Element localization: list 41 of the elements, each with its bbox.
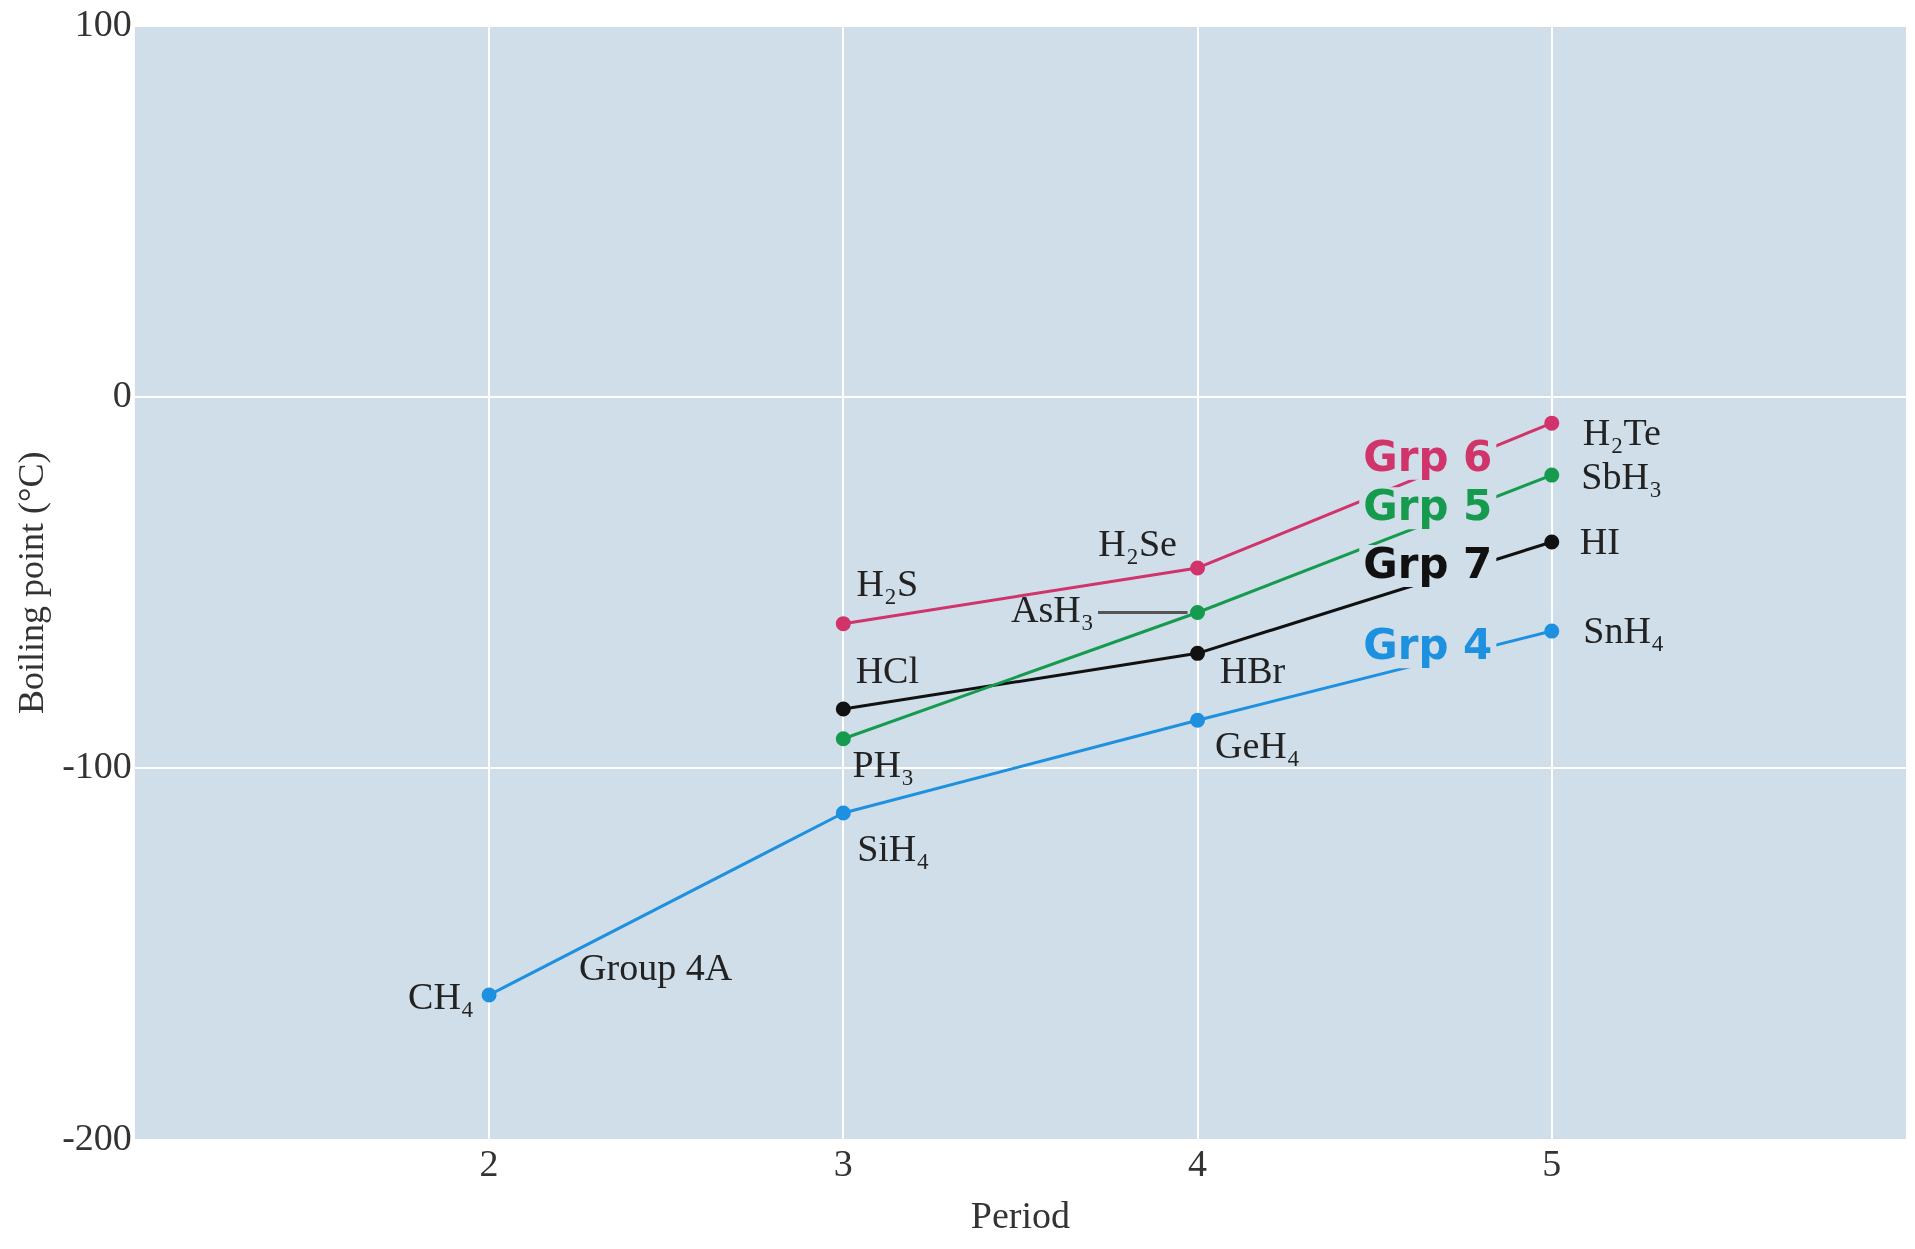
point xyxy=(1544,534,1560,550)
point xyxy=(1190,560,1206,576)
point xyxy=(835,805,851,821)
series-label: Grp 5 xyxy=(1363,481,1493,531)
point xyxy=(481,987,497,1003)
point xyxy=(1544,467,1560,483)
point xyxy=(1544,623,1560,639)
point xyxy=(1190,605,1206,621)
annotation: HI xyxy=(1579,519,1620,562)
annotation: SbH₃ xyxy=(1581,455,1663,498)
annotation: H₂Se xyxy=(1098,521,1177,564)
point xyxy=(835,701,851,717)
point xyxy=(835,731,851,747)
annotation: HBr xyxy=(1219,649,1286,692)
annotation: GeH₄ xyxy=(1215,724,1301,767)
series-label: Grp 7 xyxy=(1363,538,1493,588)
x-tick-label: 5 xyxy=(1542,1141,1562,1184)
series-label: Grp 6 xyxy=(1363,431,1493,481)
annotation: SnH₄ xyxy=(1583,609,1665,652)
y-tick-label: -200 xyxy=(62,1115,132,1158)
annotation: SiH₄ xyxy=(857,827,930,870)
x-tick-label: 3 xyxy=(833,1141,853,1184)
annotation: PH₃ xyxy=(852,742,915,785)
series-label: Grp 4 xyxy=(1363,620,1493,670)
point xyxy=(1190,645,1206,661)
annotation: CH₄ xyxy=(408,974,475,1017)
point xyxy=(1190,712,1206,728)
y-tick-label: 0 xyxy=(112,373,132,416)
y-tick-label: 100 xyxy=(74,1,132,44)
point xyxy=(1544,415,1560,431)
annotation: H₂Te xyxy=(1582,411,1661,454)
y-axis-title: Boiling point (°C) xyxy=(11,451,52,714)
x-tick-label: 4 xyxy=(1188,1141,1208,1184)
y-tick-label: -100 xyxy=(62,744,132,787)
x-tick-label: 2 xyxy=(479,1141,499,1184)
x-axis-title: Period xyxy=(970,1194,1071,1237)
annotation: AsH₃ xyxy=(1011,588,1094,631)
annotation: H₂S xyxy=(856,561,919,604)
annotation: Group 4A xyxy=(579,945,733,988)
point xyxy=(835,616,851,632)
annotation: HCl xyxy=(855,649,919,692)
